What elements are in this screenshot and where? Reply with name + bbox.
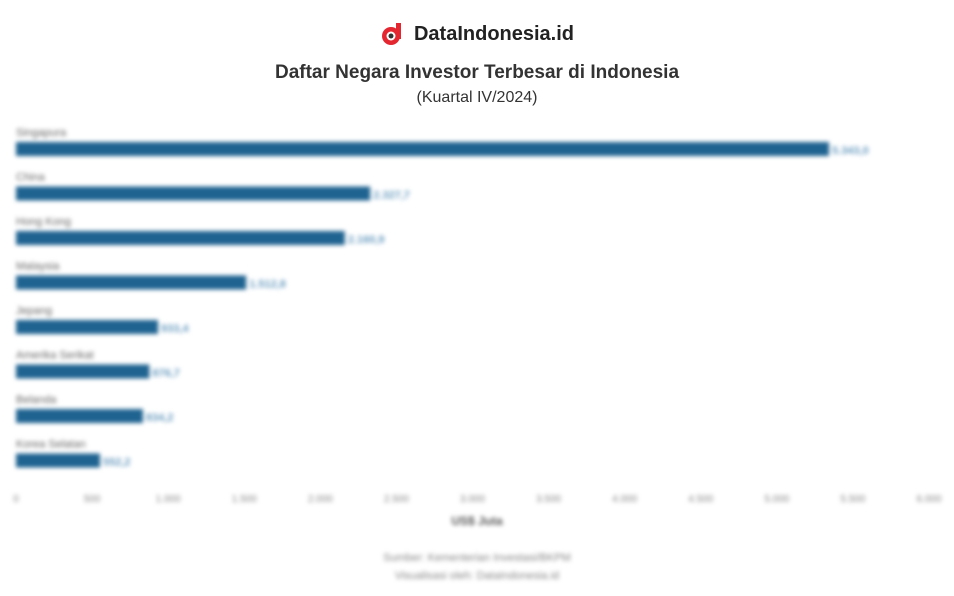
x-tick-label: 1.000 xyxy=(156,494,181,505)
category-label: Malaysia xyxy=(16,261,60,273)
bar xyxy=(16,142,830,156)
chart-subtitle: (Kuartal IV/2024) xyxy=(416,89,538,106)
x-tick-label: 500 xyxy=(84,494,101,505)
data-label: 1.512,8 xyxy=(249,279,286,291)
x-axis-title: US$ Juta xyxy=(451,514,503,528)
x-tick-label: 1.500 xyxy=(232,494,257,505)
bar xyxy=(16,320,159,334)
category-label: Amerika Serikat xyxy=(16,350,94,362)
x-tick-label: 2.000 xyxy=(308,494,333,505)
category-label: Jepang xyxy=(16,305,52,317)
bar xyxy=(16,409,143,423)
data-label: 834,2 xyxy=(146,412,174,424)
x-tick-label: 3.000 xyxy=(460,494,485,505)
bar xyxy=(16,364,150,379)
x-tick-label: 5.000 xyxy=(764,494,789,505)
brand-logo: DataIndonesia.id xyxy=(0,22,954,46)
x-tick-label: 3.500 xyxy=(536,494,561,505)
data-label: 933,4 xyxy=(161,323,189,335)
data-label: 5.343,0 xyxy=(832,145,869,157)
category-label: Korea Selatan xyxy=(16,439,86,451)
data-label: 2.160,9 xyxy=(348,234,385,246)
chart-title: Daftar Negara Investor Terbesar di Indon… xyxy=(274,62,680,83)
source-note: Sumber: Kementerian Investasi/BKPM xyxy=(383,552,571,564)
datain-logo-icon xyxy=(381,23,401,45)
brand-name: DataIndonesia.id xyxy=(413,22,575,45)
bar xyxy=(16,275,247,290)
bar-chart: Singapura 5.343,0 China 2.327,7 Hong Kong 2.1… xyxy=(13,127,942,505)
bar xyxy=(16,453,101,468)
bar xyxy=(16,231,345,245)
bar xyxy=(16,186,371,201)
x-tick-label: 6.000 xyxy=(916,494,941,505)
credit-note: Visualisasi oleh: DataIndonesia.id xyxy=(394,570,560,582)
x-tick-label: 5.500 xyxy=(840,494,865,505)
category-label: Hong Kong xyxy=(16,216,71,228)
category-label: Singapura xyxy=(16,127,67,139)
x-tick-label: 0 xyxy=(13,494,19,505)
category-label: China xyxy=(16,172,46,184)
x-tick-label: 4.000 xyxy=(612,494,637,505)
x-tick-label: 4.500 xyxy=(688,494,713,505)
data-label: 552,2 xyxy=(103,457,131,469)
data-label: 876,7 xyxy=(152,368,180,380)
category-label: Belanda xyxy=(16,394,57,406)
x-tick-label: 2.500 xyxy=(384,494,409,505)
data-label: 2.327,7 xyxy=(373,190,410,202)
